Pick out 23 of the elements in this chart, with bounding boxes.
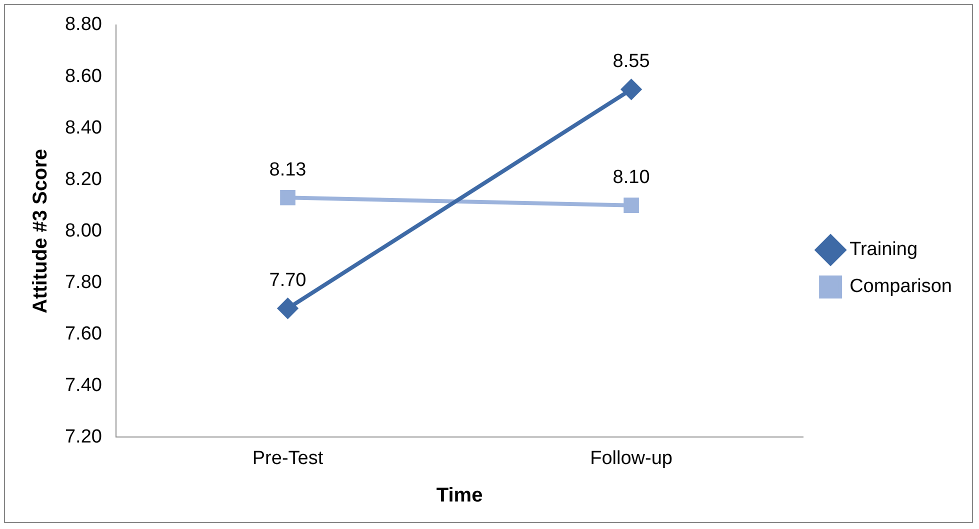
y-tick-label: 7.60 <box>64 323 102 344</box>
y-tick-label: 8.20 <box>64 168 102 190</box>
y-tick-label: 8.40 <box>64 117 102 138</box>
y-tick-label: 8.80 <box>64 14 102 36</box>
data-label: 8.10 <box>612 167 650 188</box>
point <box>624 198 639 213</box>
y-tick-label: 8.00 <box>64 220 102 242</box>
legend-label: Training <box>850 239 918 260</box>
data-label: 8.55 <box>612 51 650 72</box>
x-axis-title: Time <box>436 484 483 507</box>
legend-label: Comparison <box>850 276 952 298</box>
y-tick-label: 7.80 <box>64 272 102 293</box>
y-tick-label: 7.40 <box>64 374 102 396</box>
point <box>621 79 642 100</box>
data-label: 7.70 <box>269 270 306 292</box>
data-label: 8.13 <box>269 159 306 180</box>
y-tick-label: 8.60 <box>64 66 102 87</box>
point <box>278 298 298 318</box>
point <box>280 190 296 206</box>
x-tick-label: Follow-up <box>590 448 672 469</box>
x-tick-label: Pre-Test <box>252 448 324 469</box>
y-axis-title: Attitude #3 Score <box>30 148 52 314</box>
y-tick-label: 7.20 <box>64 426 102 448</box>
